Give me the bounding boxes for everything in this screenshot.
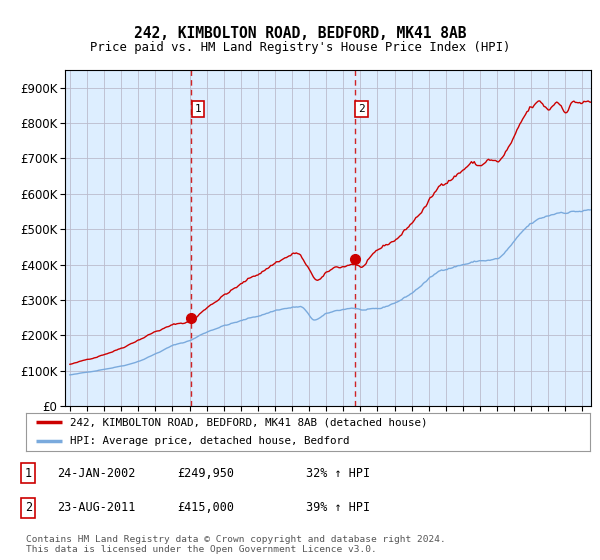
- Text: 23-AUG-2011: 23-AUG-2011: [57, 501, 136, 515]
- Text: 32% ↑ HPI: 32% ↑ HPI: [306, 466, 370, 480]
- Bar: [191, 70, 355, 406]
- Text: Price paid vs. HM Land Registry's House Price Index (HPI): Price paid vs. HM Land Registry's House …: [90, 41, 510, 54]
- Text: 24-JAN-2002: 24-JAN-2002: [57, 466, 136, 480]
- Text: 1: 1: [25, 466, 32, 480]
- Text: 242, KIMBOLTON ROAD, BEDFORD, MK41 8AB: 242, KIMBOLTON ROAD, BEDFORD, MK41 8AB: [134, 26, 466, 41]
- Text: 39% ↑ HPI: 39% ↑ HPI: [306, 501, 370, 515]
- Text: Contains HM Land Registry data © Crown copyright and database right 2024.
This d: Contains HM Land Registry data © Crown c…: [26, 535, 446, 554]
- Text: 2: 2: [358, 104, 365, 114]
- Text: HPI: Average price, detached house, Bedford: HPI: Average price, detached house, Bedf…: [70, 436, 349, 446]
- Text: £415,000: £415,000: [177, 501, 234, 515]
- Text: 1: 1: [194, 104, 201, 114]
- Text: 2: 2: [25, 501, 32, 515]
- Text: 242, KIMBOLTON ROAD, BEDFORD, MK41 8AB (detached house): 242, KIMBOLTON ROAD, BEDFORD, MK41 8AB (…: [70, 417, 427, 427]
- Text: £249,950: £249,950: [177, 466, 234, 480]
